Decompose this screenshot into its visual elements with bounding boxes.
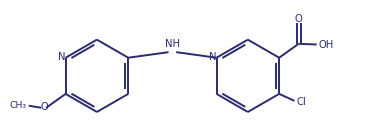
Text: Cl: Cl (297, 97, 306, 107)
Text: N: N (58, 52, 66, 62)
Text: NH: NH (165, 39, 180, 49)
Text: N: N (209, 52, 217, 62)
Text: O: O (295, 14, 302, 24)
Text: O: O (40, 102, 48, 112)
Text: CH₃: CH₃ (10, 101, 27, 110)
Text: OH: OH (319, 39, 334, 49)
